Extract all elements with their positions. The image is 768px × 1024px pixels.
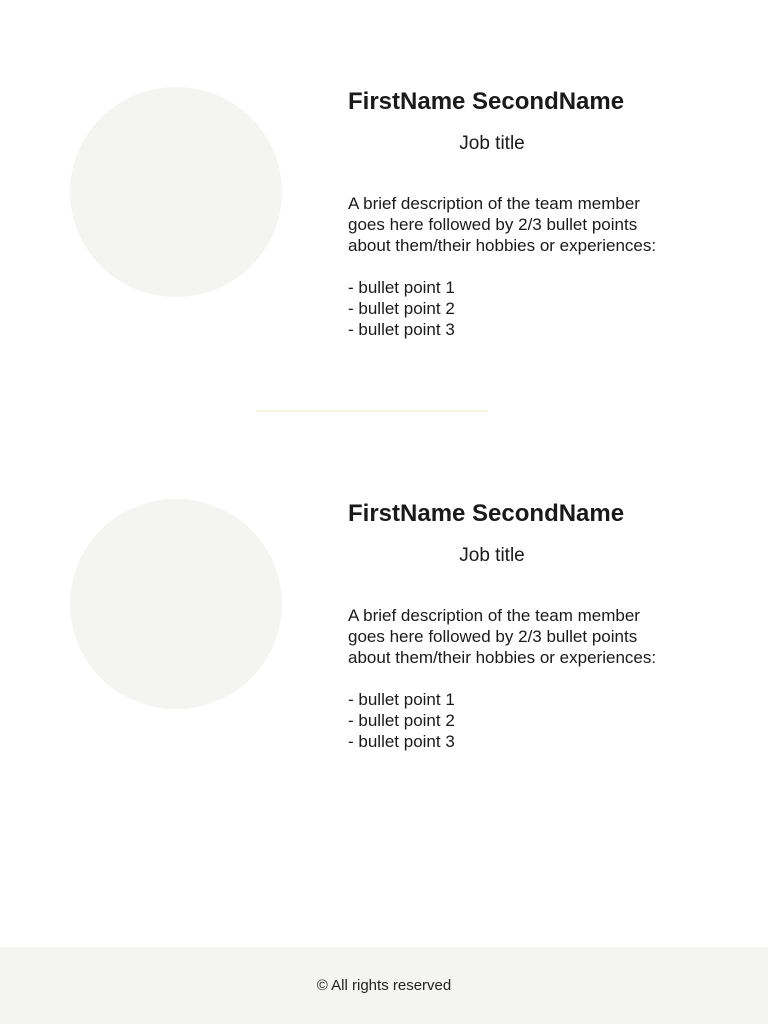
member-name: FirstName SecondName: [348, 500, 625, 527]
bullet-item: - bullet point 1: [348, 690, 455, 709]
description-line: goes here followed by 2/3 bullet points: [348, 215, 638, 234]
description-line: about them/their hobbies or experiences:: [348, 648, 657, 667]
description-line: A brief description of the team member: [348, 606, 640, 625]
bullet-item: - bullet point 1: [348, 278, 455, 297]
page-footer: © All rights reserved: [0, 947, 768, 1024]
avatar-placeholder: [70, 499, 282, 709]
member-description: A brief description of the team member g…: [348, 193, 688, 256]
member-bullet-list: - bullet point 1 - bullet point 2 - bull…: [348, 277, 455, 340]
description-line: about them/their hobbies or experiences:: [348, 236, 657, 255]
member-name: FirstName SecondName: [348, 88, 625, 115]
section-divider: [256, 410, 488, 412]
description-line: A brief description of the team member: [348, 194, 640, 213]
bullet-item: - bullet point 3: [348, 320, 455, 339]
bullet-item: - bullet point 2: [348, 299, 455, 318]
bullet-item: - bullet point 2: [348, 711, 455, 730]
copyright-text: © All rights reserved: [316, 977, 452, 994]
description-line: goes here followed by 2/3 bullet points: [348, 627, 638, 646]
member-job-title: Job title: [459, 545, 525, 566]
member-job-title: Job title: [459, 133, 525, 154]
bullet-item: - bullet point 3: [348, 732, 455, 751]
member-description: A brief description of the team member g…: [348, 605, 688, 668]
avatar-placeholder: [70, 87, 282, 297]
member-bullet-list: - bullet point 1 - bullet point 2 - bull…: [348, 689, 455, 752]
